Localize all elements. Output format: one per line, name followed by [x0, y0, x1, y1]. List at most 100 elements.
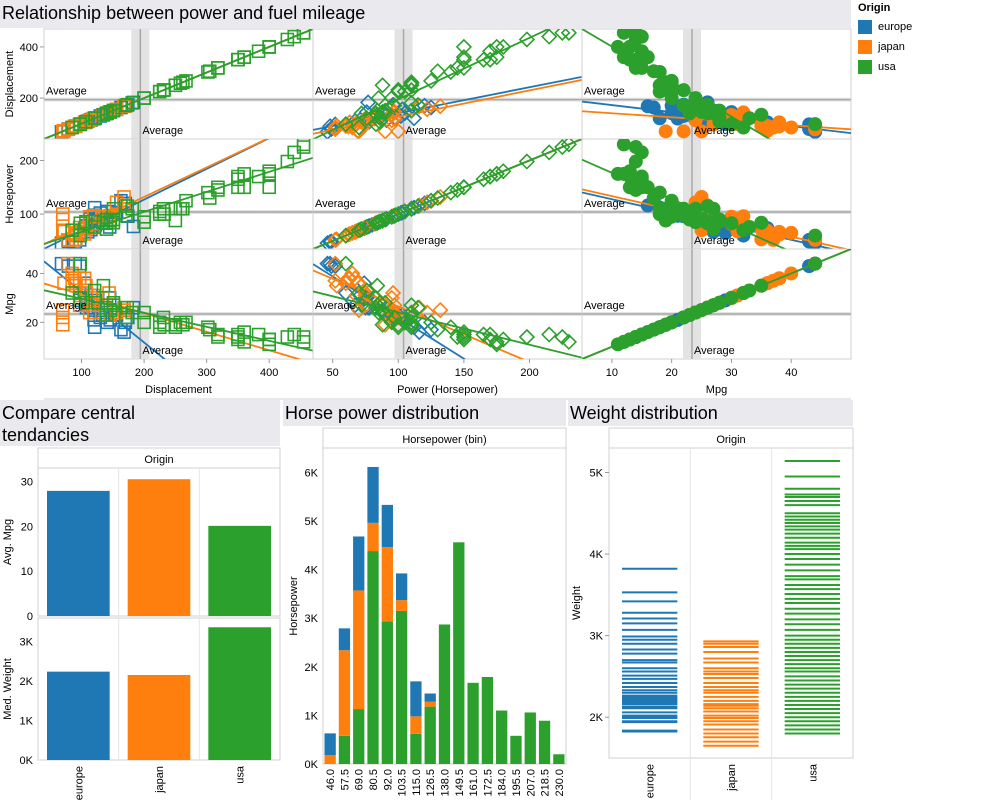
bar-segment-japan: [367, 522, 379, 552]
average-label-y: Average: [584, 300, 625, 312]
x-axis-title-mpg: Mpg: [706, 384, 727, 396]
point-usa: [676, 98, 691, 113]
bar-segment-usa: [510, 735, 522, 764]
point-usa: [808, 117, 823, 132]
point-usa: [808, 228, 823, 243]
point-usa: [262, 164, 277, 178]
trend-line-usa: [44, 156, 313, 245]
bar-segment-europe: [367, 466, 379, 523]
y-axis-title-mpg: Mpg: [4, 293, 16, 314]
point-usa: [211, 330, 225, 344]
weight-origin-header-label: Origin: [716, 434, 745, 446]
average-label-y: Average: [315, 86, 356, 98]
bar-segment-usa: [381, 621, 393, 764]
point-japan: [69, 119, 83, 133]
point-usa: [742, 111, 757, 126]
bin-label: 57.5: [339, 769, 351, 790]
x-tick-label: 300: [197, 367, 215, 379]
bin-label: 218.5: [540, 769, 552, 797]
x-tick-label: 150: [455, 367, 473, 379]
point-usa: [409, 96, 427, 114]
point-usa: [390, 316, 407, 333]
bin-label: 184.0: [497, 769, 509, 797]
y-tick-label: 200: [20, 155, 38, 167]
bin-label: 46.0: [325, 769, 337, 790]
y-tick-label: 2K: [305, 662, 319, 674]
point-usa: [106, 201, 121, 216]
point-usa: [79, 115, 93, 129]
scatter-cell-0-0: Average Average: [43, 28, 314, 140]
point-usa: [176, 75, 190, 90]
point-usa: [350, 119, 368, 136]
y-tick-label: 30: [21, 476, 33, 488]
point-usa: [403, 314, 420, 331]
average-label-x: Average: [406, 235, 447, 247]
bar-europe: [47, 490, 110, 616]
point-usa: [422, 72, 440, 90]
bin-label: 126.5: [425, 769, 437, 797]
y-tick-label: 1K: [305, 710, 319, 722]
average-label-y: Average: [584, 86, 625, 98]
legend-item-japan[interactable]: japan: [858, 37, 912, 57]
legend-swatch-japan: [858, 40, 872, 54]
point-usa: [137, 91, 151, 105]
point-usa: [369, 277, 386, 294]
point-usa: [688, 215, 703, 230]
point-usa: [280, 154, 295, 169]
average-label-y: Average: [315, 198, 356, 210]
weight-distribution-chart: Origin 2K 3K 4K 5K Weight europe japan usa: [571, 427, 854, 800]
point-usa: [370, 304, 387, 321]
category-label-europe: europe: [73, 766, 85, 800]
point-usa: [137, 315, 151, 330]
trend-line-usa: [313, 290, 582, 359]
bin-label: 80.5: [368, 769, 380, 790]
bar-segment-japan: [381, 547, 393, 622]
bar-segment-japan: [395, 600, 408, 611]
point-usa: [455, 51, 473, 68]
point-usa: [455, 331, 473, 348]
point-usa: [754, 107, 769, 122]
point-japan: [676, 124, 691, 139]
point-usa: [403, 94, 420, 112]
trend-line-usa: [582, 249, 851, 359]
point-usa: [369, 102, 386, 119]
point-usa: [251, 44, 266, 59]
point-usa: [455, 49, 473, 66]
trend-line-usa: [313, 29, 551, 139]
point-usa: [429, 321, 446, 338]
y-tick-label: 2K: [590, 712, 604, 724]
point-japan: [784, 120, 799, 135]
point-usa: [455, 38, 473, 56]
y-tick-label: 5K: [305, 516, 319, 528]
central-title-line-2: tendancies: [2, 425, 90, 445]
category-label-japan: japan: [154, 766, 166, 794]
point-usa: [390, 319, 407, 336]
average-label-x: Average: [694, 125, 735, 137]
point-usa: [724, 117, 739, 132]
bar-segment-usa: [524, 712, 536, 764]
point-usa: [296, 29, 311, 40]
point-japan: [772, 115, 787, 130]
point-usa: [251, 327, 266, 342]
point-usa: [103, 303, 118, 317]
x-tick-label: 50: [327, 367, 339, 379]
point-usa: [560, 29, 578, 41]
point-usa: [280, 32, 295, 47]
bar-segment-usa: [467, 682, 479, 764]
point-usa: [99, 106, 114, 121]
point-usa: [168, 320, 183, 335]
point-usa: [262, 180, 277, 195]
legend-item-usa[interactable]: usa: [858, 57, 912, 77]
point-europe: [640, 99, 655, 114]
average-label-x: Average: [694, 345, 735, 357]
point-usa: [554, 328, 571, 346]
y-axis-title-horsepower: Horsepower: [4, 164, 16, 224]
category-label-usa: usa: [235, 765, 247, 784]
point-japan: [386, 103, 403, 121]
bar-segment-europe: [353, 536, 365, 591]
point-japan: [117, 190, 131, 204]
bin-label: 92.0: [382, 769, 394, 790]
legend-item-europe[interactable]: europe: [858, 17, 912, 37]
trend-line-usa: [582, 29, 772, 139]
hp-distribution-chart: Horsepower (bin) 0K 1K 2K 3K 4K 5K 6K Horsepower…: [288, 427, 567, 797]
